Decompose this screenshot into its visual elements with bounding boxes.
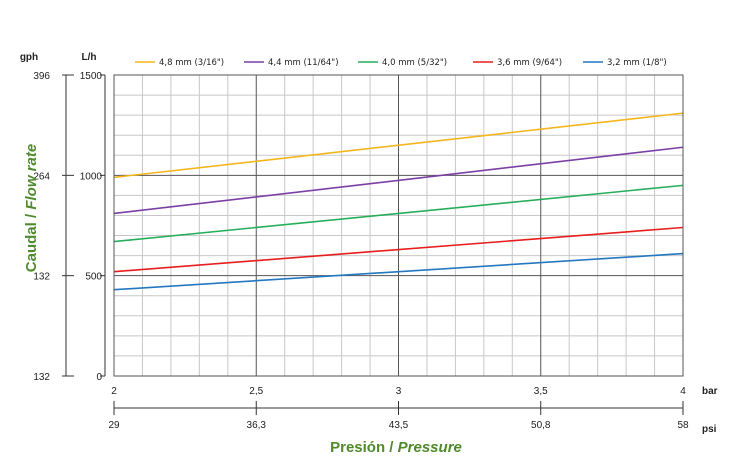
legend-label-3: 3,6 mm (9/64") [497,58,562,68]
x-tick-bar-label: 4 [680,386,686,397]
y-unit-gph: gph [20,52,38,63]
y-tick-gph-label: 132 [33,372,50,383]
x-axis-title: Presión / Pressure [330,439,462,456]
series-line-0 [113,112,684,179]
y-tick-lh-label: 1000 [80,171,103,182]
x-unit-bar: bar [702,386,718,397]
legend-label-2: 4,0 mm (5/32") [382,58,447,68]
y-tick-gph-label: 132 [33,272,50,283]
legend-label-1: 4,4 mm (11/64") [268,58,339,68]
x-unit-psi: psi [702,424,717,435]
y-tick-gph-label: 396 [33,71,50,82]
y-tick-lh-label: 1500 [80,71,103,82]
x-tick-psi-label: 29 [108,420,120,431]
series-line-2 [113,184,684,243]
series-line-3 [113,226,684,273]
plot-border [113,74,684,377]
x-tick-bar-label: 2,5 [249,386,263,397]
x-title-es: Presión [330,439,385,456]
grid [114,75,683,376]
legend-label-0: 4,8 mm (3/16") [159,58,224,68]
x-tick-psi-label: 58 [677,420,689,431]
x-tick-psi-label: 36,3 [247,420,267,431]
y-title-en: Flow rate [23,144,40,210]
x-tick-bar-label: 2 [111,386,117,397]
x-tick-psi-label: 50,8 [531,420,551,431]
x-title-en: Pressure [398,439,462,456]
series-line-1 [113,146,684,215]
y-tick-lh-label: 0 [96,372,102,383]
legend-label-4: 3,2 mm (1/8") [607,58,667,68]
y-tick-lh-label: 500 [85,272,102,283]
y-title-es: Caudal [23,222,40,272]
series-line-4 [113,252,684,291]
series-lines [113,112,684,291]
x-tick-bar-label: 3 [396,386,402,397]
x-title-sep: / [385,439,398,456]
axes: 0 500 1000 1500 132 132 264 396 2 2,5 3 3,5 4 29 36,3 4… [33,71,689,431]
y-axis-title: Caudal / Flow rate [23,144,40,272]
y-unit-lh: L/h [82,52,97,63]
legend: 4,8 mm (3/16") 4,4 mm (11/64") 4,0 mm (5/3… [135,58,667,68]
plot-frame [113,74,684,377]
x-tick-bar-label: 3,5 [534,386,548,397]
x-tick-psi-label: 43,5 [389,420,409,431]
y-title-sep: / [23,210,40,223]
y-tick-gph-label: 264 [33,171,50,182]
